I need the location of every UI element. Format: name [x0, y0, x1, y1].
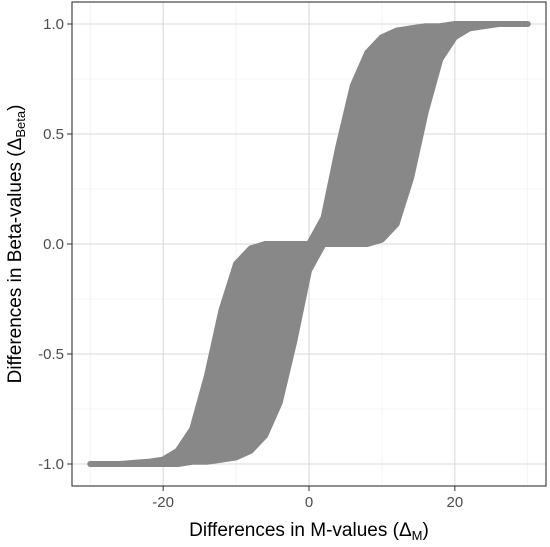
y-tick-label: 0.0 [43, 236, 64, 253]
x-axis-title: Differences in M-values (ΔM) [189, 520, 429, 543]
y-tick-label: 1.0 [43, 16, 64, 33]
x-tick-label: 20 [447, 494, 464, 511]
axis-ticks: -20 0 20 -1.0 -0.5 0.0 0.5 1.0 [38, 16, 463, 511]
y-axis-title: Differences in Beta-values (ΔBeta) [5, 105, 28, 384]
y-tick-label: -0.5 [38, 346, 64, 363]
area-layer [87, 21, 531, 467]
difference-band-area [87, 21, 531, 467]
y-tick-label: -1.0 [38, 456, 64, 473]
x-tick-label: -20 [152, 494, 174, 511]
y-tick-label: 0.5 [43, 126, 64, 143]
x-tick-label: 0 [305, 494, 313, 511]
